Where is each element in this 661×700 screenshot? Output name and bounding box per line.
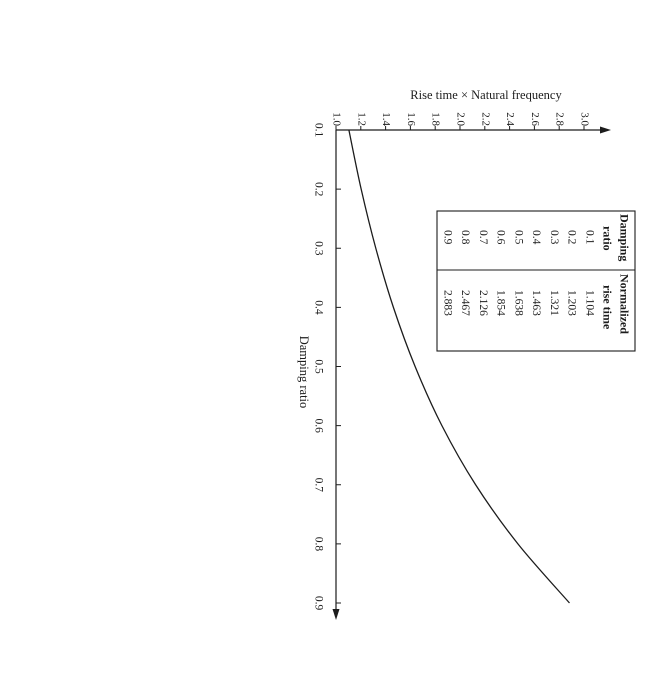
table-cell-rise-time: 1.854 bbox=[495, 290, 507, 316]
x-axis-title: Damping ratio bbox=[297, 336, 311, 409]
damping-axis-arrowhead bbox=[332, 609, 340, 620]
damping-tick-label: 0.1 bbox=[312, 123, 324, 138]
table-cell-damping: 0.6 bbox=[495, 230, 507, 245]
table-cell-damping: 0.9 bbox=[441, 230, 453, 245]
table-cell-rise-time: 2.883 bbox=[441, 290, 453, 316]
table-header-normalized: Normalized bbox=[617, 274, 631, 334]
table-cell-rise-time: 1.203 bbox=[566, 290, 578, 316]
damping-tick-label: 0.5 bbox=[312, 359, 324, 374]
rise-time-curve bbox=[348, 129, 570, 604]
damping-tick-label: 0.3 bbox=[312, 241, 324, 256]
data-table-border bbox=[436, 210, 636, 352]
table-cell-damping: 0.2 bbox=[566, 230, 578, 245]
table-cell-rise-time: 2.126 bbox=[477, 290, 489, 316]
damping-tick-label: 0.8 bbox=[312, 537, 324, 552]
table-header-damping: Damping bbox=[617, 214, 631, 261]
damping-tick-label: 0.7 bbox=[312, 478, 324, 493]
rise-time-tick-label: 1.4 bbox=[380, 112, 392, 126]
rise-time-tick-label: 1.0 bbox=[330, 112, 342, 126]
table-cell-damping: 0.1 bbox=[583, 230, 595, 245]
rise-time-tick-label: 1.8 bbox=[430, 112, 442, 126]
table-cell-damping: 0.5 bbox=[512, 230, 524, 245]
table-cell-damping: 0.7 bbox=[477, 230, 489, 245]
rise-time-tick-label: 2.0 bbox=[454, 112, 466, 126]
plot-area: 1.0 1.2 1.4 1.6 1.8 2.0 2.2 2.4 2.6 2.8 3.0 0.1 0.2 0… bbox=[297, 88, 636, 620]
rise-time-tick-label: 2.6 bbox=[529, 112, 541, 126]
rise-time-tick-label: 3.0 bbox=[578, 112, 590, 126]
table-cell-damping: 0.3 bbox=[548, 230, 560, 245]
table-header-damping: ratio bbox=[600, 226, 614, 251]
table-cell-rise-time: 1.321 bbox=[548, 290, 560, 316]
table-cell-damping: 0.8 bbox=[459, 230, 471, 245]
rise-time-tick-label: 2.8 bbox=[554, 112, 566, 126]
table-cell-rise-time: 1.463 bbox=[530, 290, 542, 316]
damping-tick-label: 0.9 bbox=[312, 596, 324, 611]
table-cell-damping: 0.4 bbox=[530, 230, 542, 245]
rise-time-tick-label: 1.2 bbox=[355, 112, 367, 126]
rise-time-tick-label: 1.6 bbox=[405, 112, 417, 126]
table-header-normalized: rise time bbox=[600, 285, 614, 330]
rise-time-tick-label: 2.4 bbox=[504, 112, 516, 126]
rise-time-axis-arrowhead bbox=[600, 126, 611, 134]
table-cell-rise-time: 1.104 bbox=[583, 290, 595, 316]
y-axis-title: Rise time × Natural frequency bbox=[410, 88, 562, 102]
damping-tick-label: 0.4 bbox=[312, 300, 324, 315]
table-cell-rise-time: 1.638 bbox=[512, 290, 524, 316]
rise-time-tick-label: 2.2 bbox=[479, 112, 491, 126]
table-cell-rise-time: 2.467 bbox=[459, 290, 471, 316]
damping-tick-label: 0.2 bbox=[312, 182, 324, 197]
damping-tick-label: 0.6 bbox=[312, 418, 324, 433]
